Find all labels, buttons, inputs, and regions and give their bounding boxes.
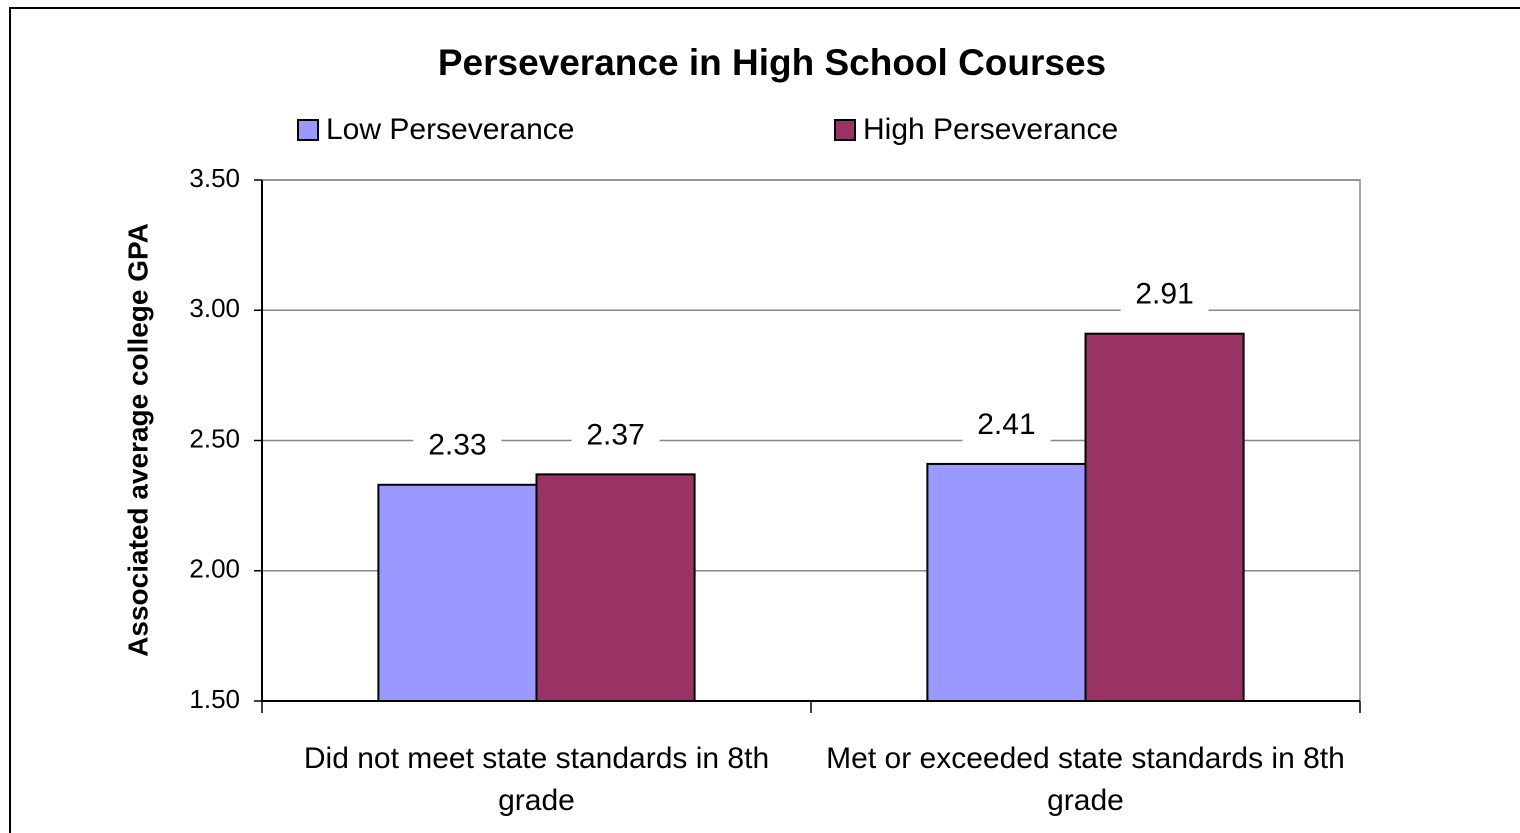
chart-title: Perseverance in High School Courses bbox=[438, 42, 1106, 83]
legend-swatch bbox=[834, 119, 856, 141]
label-bg bbox=[571, 418, 660, 455]
data-label: 2.37 bbox=[586, 418, 644, 451]
bar bbox=[377, 483, 538, 702]
bar bbox=[1084, 332, 1245, 702]
bar bbox=[535, 473, 696, 702]
legend-swatch bbox=[297, 119, 319, 141]
frame bbox=[9, 7, 1520, 833]
label-bg bbox=[962, 407, 1051, 444]
data-label: 2.33 bbox=[428, 429, 486, 462]
x-tick-label: Met or exceeded state standards in 8th g… bbox=[826, 742, 1345, 817]
data-label: 2.91 bbox=[1135, 278, 1193, 311]
y-tick-label: 3.00 bbox=[189, 293, 240, 323]
y-tick-label: 3.50 bbox=[189, 163, 240, 193]
y-tick-label: 1.50 bbox=[189, 684, 240, 714]
legend-label: High Perseverance bbox=[863, 113, 1118, 146]
y-axis-title: Associated average college GPA bbox=[122, 223, 153, 657]
bar bbox=[926, 462, 1087, 702]
y-tick-label: 2.00 bbox=[189, 554, 240, 584]
y-tick-label: 2.50 bbox=[189, 423, 240, 453]
data-label: 2.41 bbox=[977, 408, 1035, 441]
label-bg bbox=[413, 428, 502, 465]
x-tick-label: Did not meet state standards in 8th grad… bbox=[303, 742, 770, 817]
legend-label: Low Perseverance bbox=[326, 113, 574, 146]
label-bg bbox=[1120, 277, 1209, 314]
